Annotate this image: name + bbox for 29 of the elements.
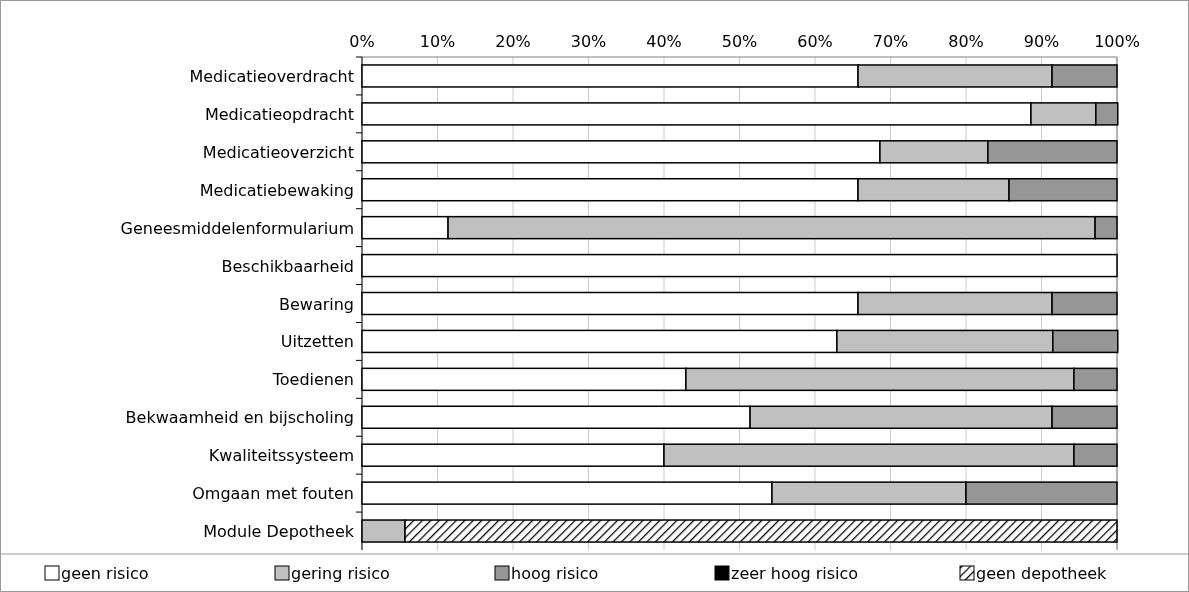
- x-tick-label: 30%: [570, 32, 607, 51]
- x-tick-label: 100%: [1094, 32, 1140, 51]
- y-tick-label: Medicatieoverzicht: [202, 142, 354, 162]
- y-tick-label: Geneesmiddelenformularium: [120, 218, 354, 238]
- x-tick-label: 90%: [1023, 32, 1060, 51]
- legend-label: gering risico: [291, 564, 390, 583]
- x-tick-label: 40%: [646, 32, 682, 51]
- x-tick-label: 0%: [349, 32, 375, 51]
- x-tick-label: 60%: [797, 32, 833, 51]
- legend-label: zeer hoog risico: [731, 564, 859, 583]
- x-tick-label: 70%: [872, 32, 909, 51]
- y-tick-label: Bekwaamheid en bijscholing: [125, 408, 354, 428]
- y-tick-label: Omgaan met fouten: [192, 484, 354, 504]
- x-tick-label: 50%: [721, 32, 758, 51]
- legend-label: geen risico: [61, 564, 149, 583]
- y-tick-label: Medicatiebewaking: [199, 180, 354, 200]
- y-tick-label: Kwaliteitssysteem: [208, 446, 354, 466]
- x-tick-label: 80%: [948, 32, 984, 51]
- x-tick-label: 10%: [419, 32, 456, 51]
- y-tick-label: Beschikbaarheid: [221, 256, 354, 276]
- legend-label: geen depotheek: [976, 564, 1108, 583]
- y-tick-label: Toedienen: [271, 370, 354, 390]
- legend-label: hoog risico: [511, 564, 599, 583]
- y-tick-label: Bewaring: [278, 294, 354, 314]
- x-tick-label: 20%: [495, 32, 531, 51]
- y-tick-label: Medicatieopdracht: [204, 104, 354, 124]
- y-tick-label: Medicatieoverdracht: [189, 66, 354, 86]
- y-tick-label: Module Depotheek: [203, 522, 355, 542]
- y-tick-label: Uitzetten: [280, 332, 354, 352]
